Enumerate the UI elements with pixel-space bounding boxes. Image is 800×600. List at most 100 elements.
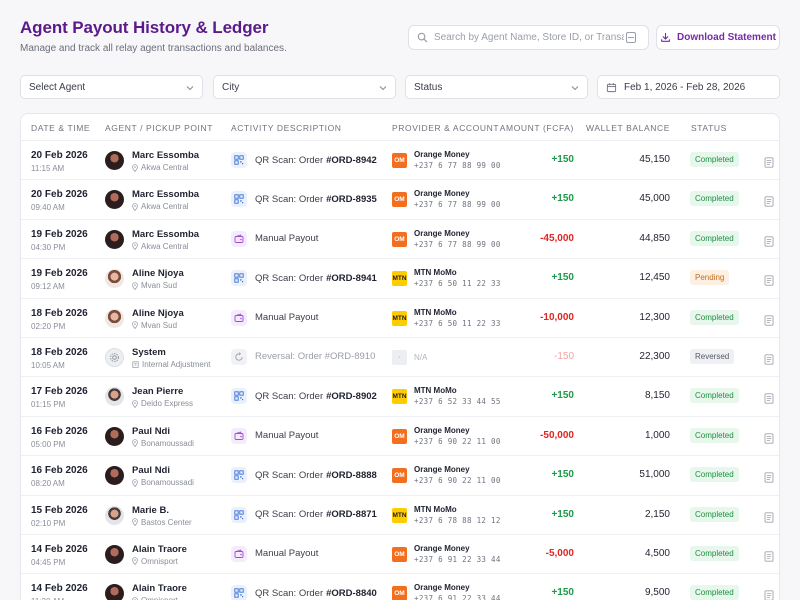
order-id[interactable]: #ORD-8902 (326, 390, 377, 402)
agent-location: Akwa Central (132, 242, 189, 251)
receipt-button[interactable] (764, 431, 774, 449)
provider-logo: OM (392, 586, 407, 600)
transaction-time: 09:12 AM (31, 282, 65, 292)
order-id[interactable]: #ORD-8871 (326, 509, 377, 521)
transaction-time: 02:20 PM (31, 321, 66, 331)
receipt-icon (764, 157, 774, 168)
table-row[interactable]: 16 Feb 2026 08:20 AM Paul Ndi Bonamoussadi Q… (21, 456, 779, 496)
city-select-value: City (222, 81, 240, 93)
activity-description: Manual Payout (255, 430, 319, 442)
provider-logo: MTN (392, 507, 407, 523)
agent-name[interactable]: Jean Pierre (132, 386, 184, 398)
agent-name[interactable]: Marc Essomba (132, 189, 200, 201)
reversal-icon (231, 348, 247, 365)
column-header-amount[interactable]: Amount (FCFA) (499, 123, 574, 133)
transaction-date: 14 Feb 2026 (31, 583, 88, 595)
amount-value: +150 (551, 193, 574, 205)
receipt-button[interactable] (764, 510, 774, 528)
agent-name[interactable]: Alain Traore (132, 583, 187, 595)
agent-location-text: Deido Express (141, 399, 194, 409)
receipt-button[interactable] (764, 234, 774, 252)
order-id[interactable]: #ORD-8888 (326, 469, 377, 481)
agent-name[interactable]: Aline Njoya (132, 268, 184, 280)
wallet-balance-value: 12,300 (639, 311, 670, 323)
agent-name[interactable]: Paul Ndi (132, 425, 171, 437)
table-row[interactable]: 20 Feb 2026 11:15 AM Marc Essomba Akwa Cent… (21, 141, 779, 181)
provider-name: MTN MoMo (414, 386, 457, 396)
order-id[interactable]: #ORD-8840 (326, 587, 377, 599)
order-id[interactable]: #ORD-8942 (326, 154, 377, 166)
table-row[interactable]: 14 Feb 2026 11:30 AM Alain TraoreOmnisport… (21, 574, 779, 600)
provider-logo: OM (392, 231, 407, 247)
table-row[interactable]: 20 Feb 2026 09:40 AM Marc Essomba Akwa Cent… (21, 180, 779, 220)
table-row[interactable]: 16 Feb 2026 05:00 PM Paul Ndi Bonamoussadi M… (21, 417, 779, 457)
column-header-balance[interactable]: Wallet Balance (586, 123, 670, 133)
column-header-status[interactable]: Status (691, 123, 727, 133)
amount-value: -10,000 (540, 311, 574, 323)
table-row[interactable]: 19 Feb 2026 04:30 PM Marc Essomba Akwa Cent… (21, 220, 779, 260)
filter-shortcut-icon[interactable] (626, 32, 636, 43)
status-badge: Completed (690, 585, 739, 600)
receipt-button[interactable] (764, 313, 774, 331)
agent-name[interactable]: Aline Njoya (132, 307, 184, 319)
order-id[interactable]: #ORD-8935 (326, 193, 377, 205)
agent-name[interactable]: Marc Essomba (132, 228, 200, 240)
order-id[interactable]: #ORD-8941 (326, 272, 377, 284)
agent-location: Deido Express (132, 399, 193, 408)
receipt-icon (764, 196, 774, 208)
calendar-icon (606, 82, 617, 92)
table-row[interactable]: 18 Feb 2026 02:20 PM Aline Njoya Mvan Sud Ma… (21, 299, 779, 338)
download-statement-button[interactable]: Download Statement (656, 25, 780, 50)
avatar (105, 466, 124, 486)
table-row[interactable]: 17 Feb 2026 01:15 PM Jean Pierre Deido Expr… (21, 377, 779, 417)
activity-description: Manual Payout (255, 233, 319, 245)
wallet-balance-value: 44,850 (639, 232, 670, 244)
status-badge: Completed (690, 506, 739, 522)
activity-description: Reversal: Order #ORD-8910 (255, 351, 376, 363)
receipt-button[interactable] (764, 194, 774, 212)
table-row[interactable]: 19 Feb 2026 09:12 AM Aline Njoya Mvan Sud QR… (21, 259, 779, 299)
status-select-value: Status (414, 81, 443, 93)
receipt-button[interactable] (764, 470, 774, 488)
column-header-agent[interactable]: Agent / Pickup Point (105, 123, 214, 133)
column-header-provider[interactable]: Provider & Account (392, 123, 500, 133)
provider-name: Orange Money (414, 425, 470, 435)
column-header-activity[interactable]: Activity Description (231, 123, 342, 133)
column-header-date[interactable]: Date & Time (31, 123, 91, 133)
status-select[interactable]: Status (405, 75, 588, 99)
agent-name[interactable]: Marie B. (132, 504, 169, 516)
search-input[interactable] (434, 32, 624, 43)
transaction-date: 16 Feb 2026 (31, 425, 88, 437)
table-header: Date & Time Agent / Pickup Point Activit… (21, 114, 779, 141)
receipt-button[interactable] (764, 155, 774, 173)
activity-cell: QR Scan: Order #ORD-8935 (231, 191, 377, 208)
transaction-date: 18 Feb 2026 (31, 307, 88, 319)
search-box[interactable] (408, 25, 649, 50)
receipt-button[interactable] (764, 273, 774, 291)
avatar (105, 544, 124, 564)
receipt-button[interactable] (764, 391, 774, 409)
map-pin-icon (132, 281, 138, 290)
agent-name[interactable]: Paul Ndi (132, 465, 171, 477)
agent-name[interactable]: System (132, 346, 166, 358)
wallet-balance-value: 45,150 (639, 154, 670, 165)
activity-cell: Reversal: Order #ORD-8910 (231, 348, 376, 365)
city-select[interactable]: City (213, 75, 396, 99)
status-badge: Completed (690, 191, 739, 207)
date-range-picker[interactable]: Feb 1, 2026 - Feb 28, 2026 (597, 75, 780, 99)
table-row[interactable]: 14 Feb 2026 04:45 PM Alain Traore Omnisport… (21, 535, 779, 575)
agent-name[interactable]: Marc Essomba (132, 150, 200, 161)
receipt-button[interactable] (764, 588, 774, 600)
wallet-balance-value: 4,500 (644, 547, 670, 559)
activity-cell: Manual Payout (231, 230, 319, 247)
receipt-button[interactable] (764, 549, 774, 567)
activity-cell: QR Scan: Order #ORD-8942 (231, 152, 377, 168)
date-cell: 16 Feb 2026 08:20 AM (31, 465, 88, 488)
agent-name[interactable]: Alain Traore (132, 543, 187, 555)
receipt-button[interactable] (764, 352, 774, 370)
avatar (105, 190, 124, 210)
agent-select[interactable]: Select Agent (20, 75, 203, 99)
table-row[interactable]: 15 Feb 2026 02:10 PM Marie B. Bastos Center… (21, 496, 779, 535)
table-row[interactable]: 18 Feb 2026 10:05 AM System Internal Adjust… (21, 338, 779, 378)
activity-cell: Manual Payout (231, 545, 318, 562)
